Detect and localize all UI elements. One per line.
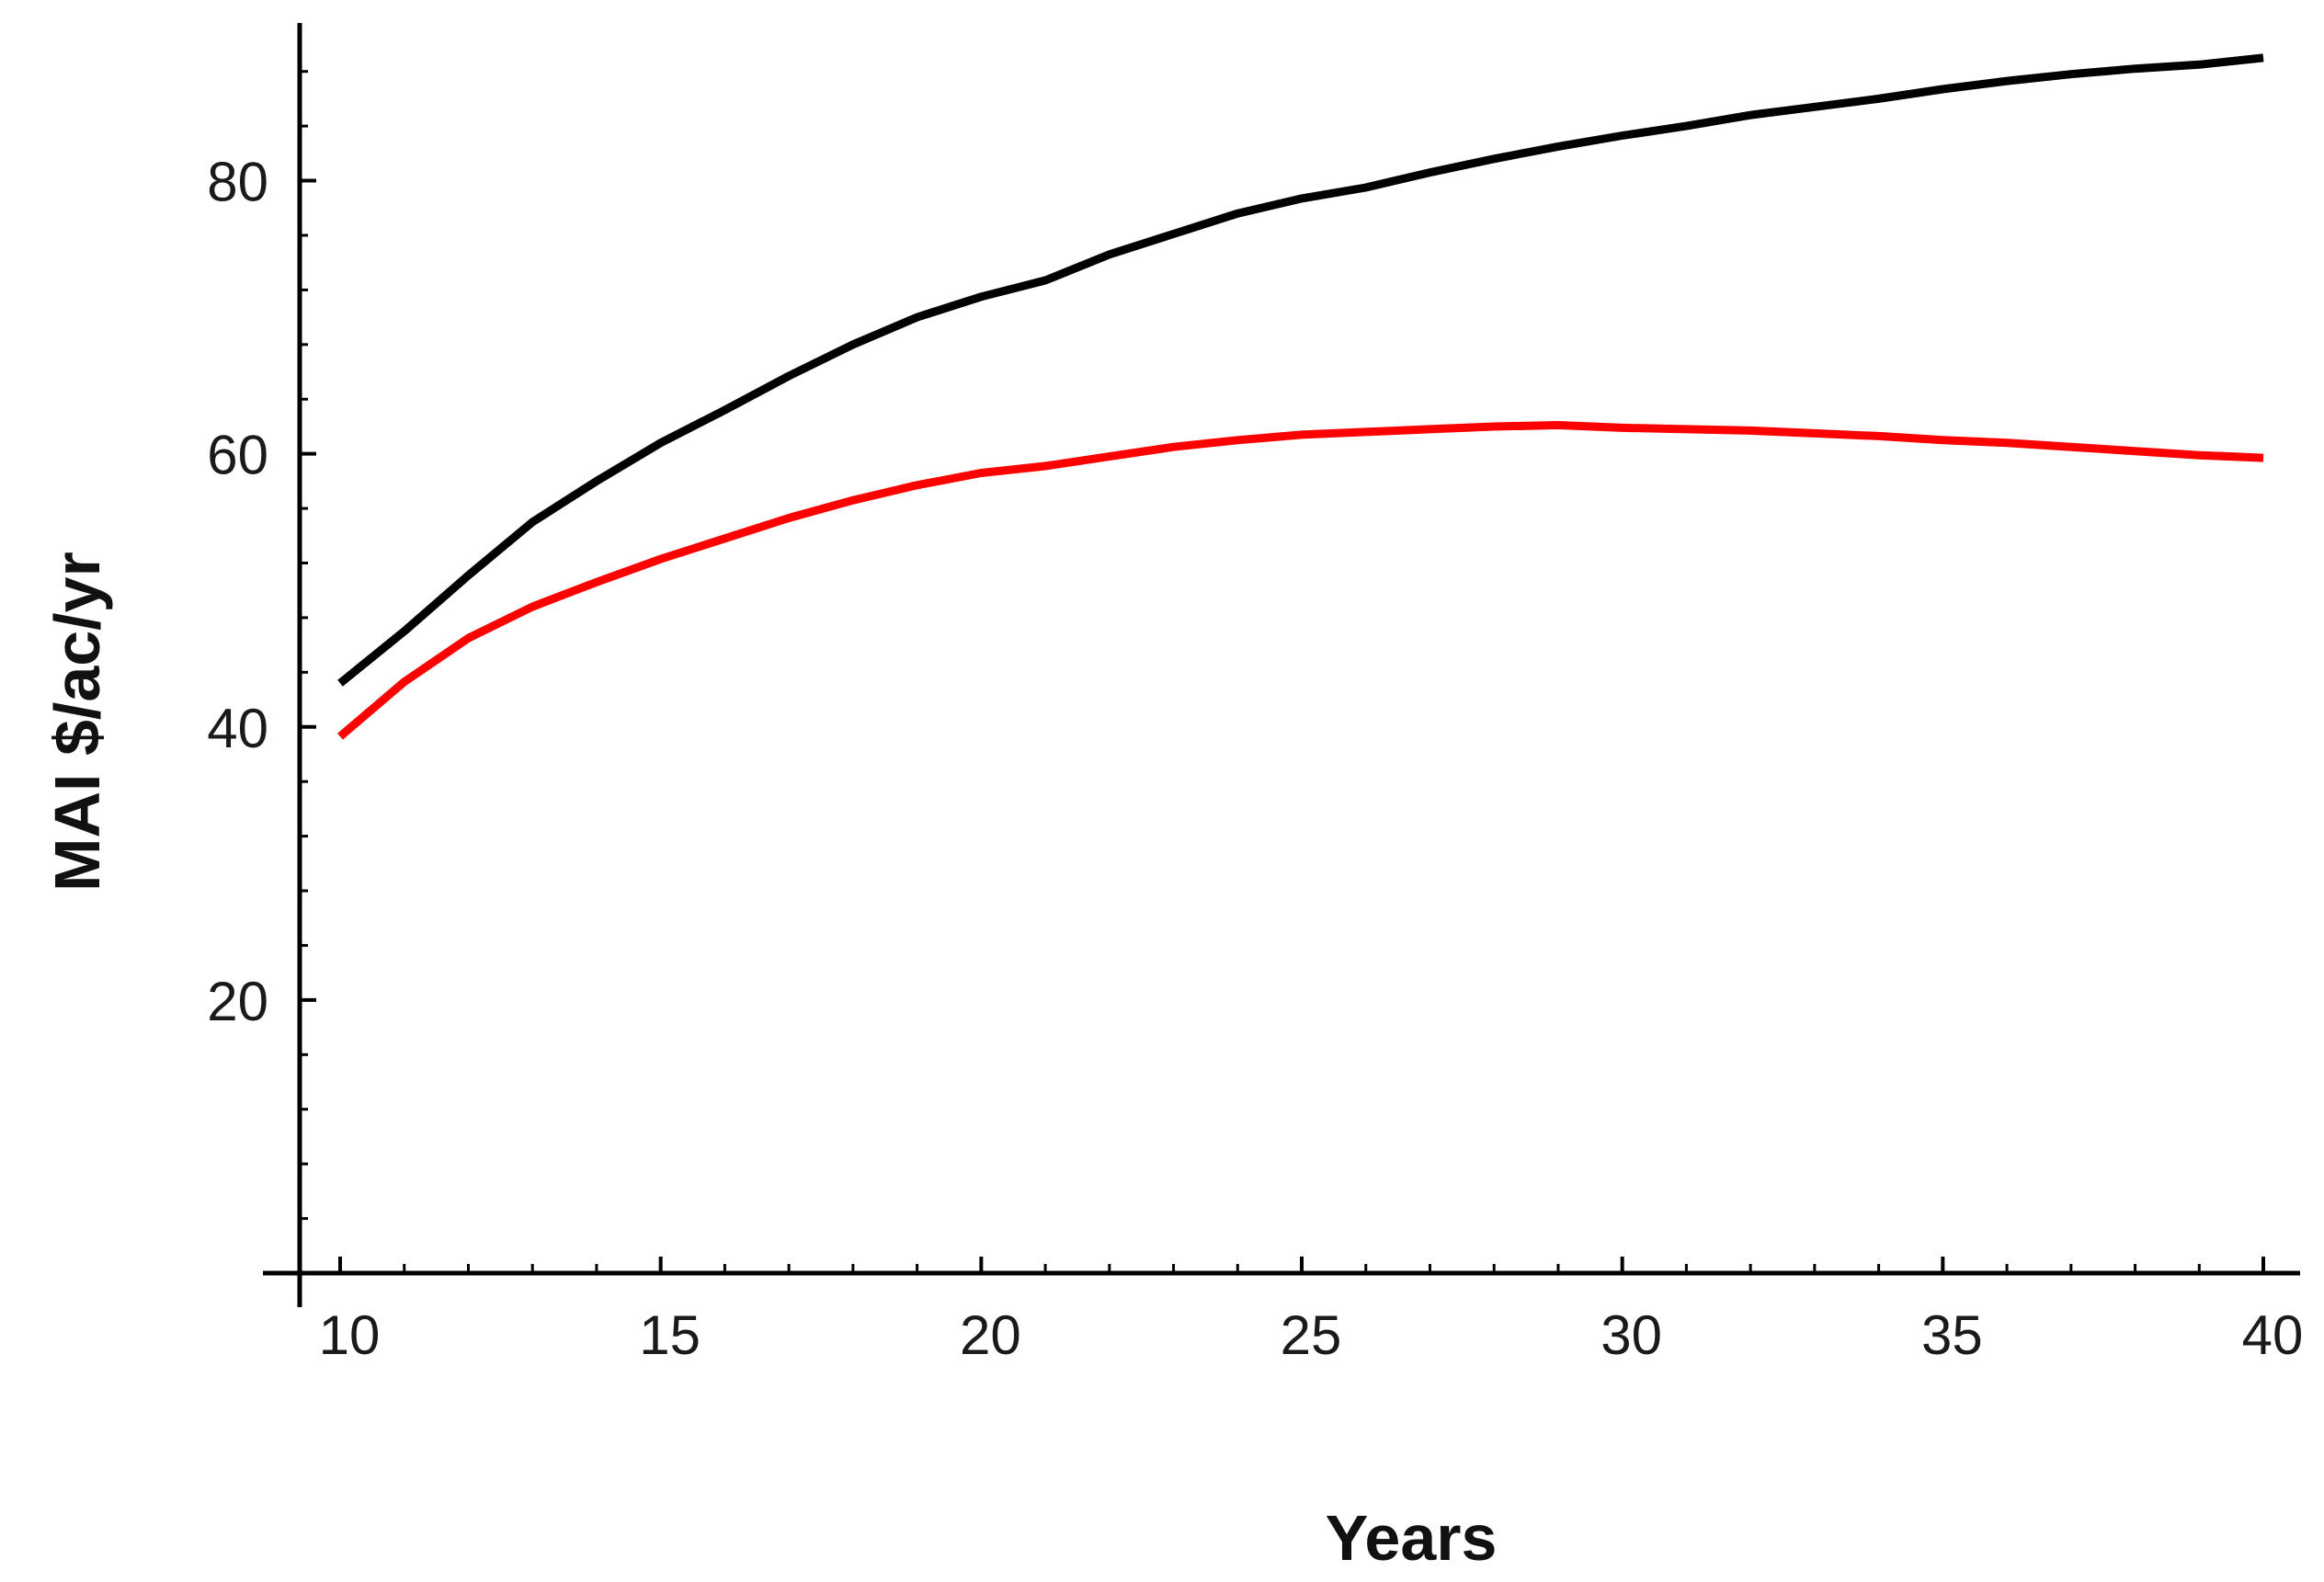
- x-tick-label: 25: [1281, 1304, 1342, 1366]
- series-layer: [337, 53, 2264, 740]
- labels-layer: 10 15 20 25 30 35 40 20 40 60 80: [207, 152, 2303, 1366]
- x-tick-label: 15: [639, 1304, 701, 1366]
- x-axis-title: Years: [1326, 1502, 1498, 1574]
- ticks-layer: [300, 70, 2265, 1273]
- series-line-1: [337, 53, 2264, 687]
- x-tick-label: 20: [960, 1304, 1021, 1366]
- series-line-2: [337, 421, 2264, 740]
- y-tick-label: 40: [207, 698, 268, 759]
- y-tick-label: 60: [207, 425, 268, 486]
- x-tick-label: 30: [1601, 1304, 1662, 1366]
- x-tick-label: 10: [319, 1304, 381, 1366]
- y-axis-title: MAI $/ac/yr: [41, 552, 113, 892]
- y-tick-label: 80: [207, 152, 268, 213]
- x-tick-label: 40: [2242, 1304, 2304, 1366]
- x-tick-label: 35: [1921, 1304, 1983, 1366]
- y-tick-label: 20: [207, 971, 268, 1032]
